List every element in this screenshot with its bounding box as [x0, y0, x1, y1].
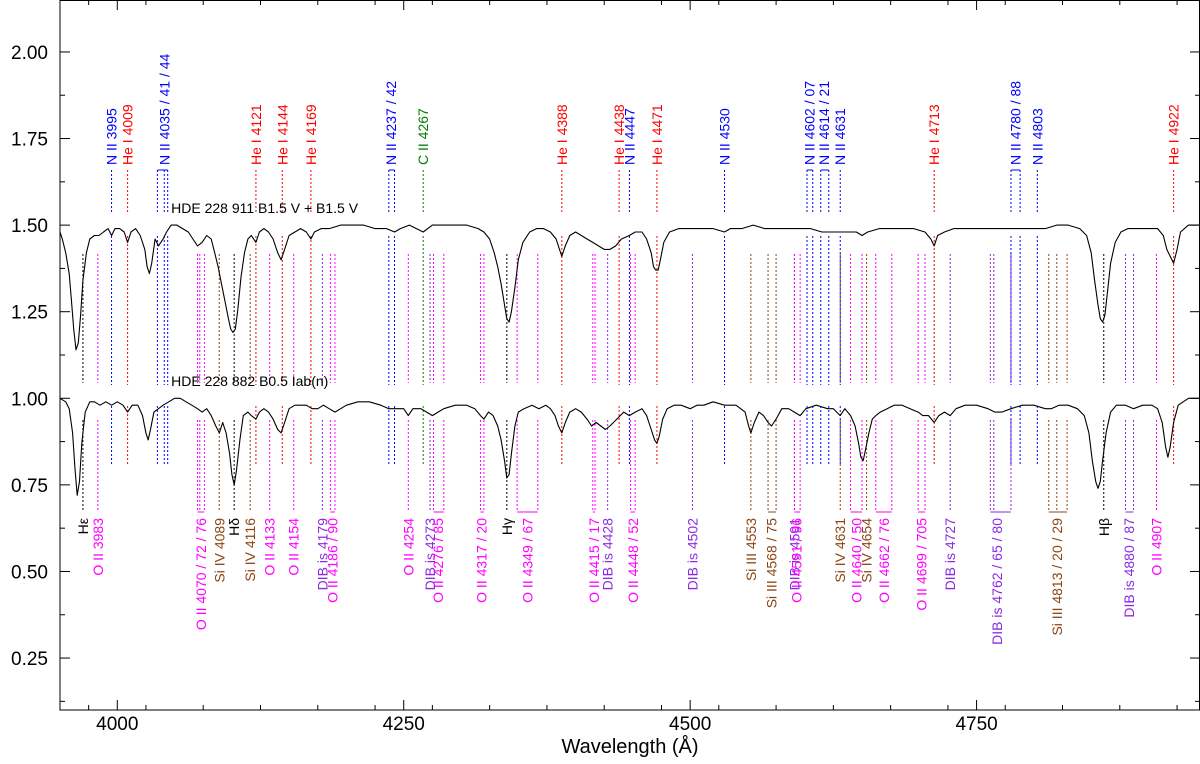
- top-line-label-6: N II 4237 / 42: [383, 81, 399, 165]
- top-line-label-7: C II 4267: [415, 108, 431, 165]
- bottom-line-label-2: O II 4070 / 72 / 76: [193, 518, 209, 630]
- bottom-line-label-22: DIB is 4591: [786, 518, 802, 591]
- bottom-line-label-1: O II 3983: [90, 518, 106, 576]
- bottom-line-label-9: O II 4186 / 90: [325, 518, 341, 603]
- x-axis-title: Wavelength (Å): [561, 735, 698, 758]
- y-tick-label-3: 1.00: [11, 389, 48, 410]
- y-tick-label-1: 0.50: [11, 562, 48, 583]
- y-tick-label-7: 2.00: [11, 43, 48, 64]
- bottom-line-id-18: [630, 254, 636, 513]
- bottom-line-label-30: DIB is 4762 / 65 / 80: [989, 518, 1005, 645]
- bottom-line-label-18: O II 4448 / 52: [625, 518, 641, 603]
- y-tick-label-5: 1.50: [11, 216, 48, 237]
- top-line-label-19: He I 4922: [1166, 104, 1182, 165]
- spectra-layer: [59, 224, 1200, 496]
- bottom-line-label-26: Si IV 4654: [859, 518, 875, 583]
- top-line-label-15: N II 4631: [832, 108, 848, 165]
- top-line-label-0: N II 3995: [104, 108, 120, 165]
- bottom-line-label-8: DIB is 4179: [314, 518, 330, 591]
- spectrum-label-1: HDE 228 882 B0.5 Iab(n): [171, 373, 328, 389]
- bottom-line-label-4: Hδ: [226, 518, 242, 536]
- top-line-label-1: He I 4009: [120, 104, 136, 165]
- top-line-label-2: N II 4035 / 41 / 44: [156, 53, 172, 165]
- top-line-label-16: He I 4713: [926, 104, 942, 165]
- bottom-line-id-28: [917, 254, 926, 513]
- bottom-line-label-23: O II 4591 / 96: [789, 518, 805, 603]
- top-line-label-4: He I 4144: [274, 104, 290, 165]
- bottom-line-label-16: O II 4415 / 17: [586, 518, 602, 603]
- bottom-line-label-17: DIB is 4428: [600, 518, 616, 591]
- bottom-line-label-11: DIB is 4273: [422, 518, 438, 591]
- top-line-label-14: N II 4614 / 21: [816, 81, 832, 165]
- bottom-line-label-31: Si III 4813 / 20 / 29: [1049, 518, 1065, 636]
- bottom-line-label-33: DIB is 4880 / 87: [1121, 518, 1137, 618]
- bottom-line-id-15: [516, 254, 539, 513]
- top-line-label-18: N II 4803: [1029, 108, 1045, 165]
- y-tick-label-6: 1.75: [11, 130, 48, 151]
- bottom-line-label-27: O II 4662 / 76: [876, 518, 892, 603]
- y-tick-label-2: 0.75: [11, 476, 48, 497]
- bottom-line-label-25: O II 4640 / 50: [848, 518, 864, 603]
- bottom-line-id-25: [850, 254, 863, 513]
- bottom-line-label-0: Hε: [75, 518, 91, 534]
- bottom-line-id-12: [433, 254, 445, 513]
- bottom-line-label-32: Hβ: [1096, 518, 1112, 536]
- x-tick-label-1: 4250: [383, 714, 425, 735]
- bottom-line-label-13: O II 4317 / 20: [474, 518, 490, 603]
- top-line-label-17: N II 4780 / 88: [1008, 81, 1024, 165]
- bottom-line-id-13: [479, 254, 485, 513]
- bottom-line-label-10: O II 4254: [400, 518, 416, 576]
- bottom-line-label-3: Si IV 4089: [211, 518, 227, 583]
- top-line-label-12: N II 4530: [717, 108, 733, 165]
- bottom-line-label-20: Si III 4553: [743, 518, 759, 581]
- spectrum-line-0: [59, 224, 1200, 351]
- bottom-line-label-14: Hγ: [499, 518, 515, 535]
- bottom-line-id-30: [989, 254, 1012, 513]
- top-line-id-2: [156, 169, 169, 465]
- top-line-id-17: [1010, 169, 1021, 465]
- bottom-line-label-7: O II 4154: [286, 518, 302, 576]
- top-line-label-11: He I 4471: [649, 104, 665, 165]
- bottom-line-label-5: Si IV 4116: [242, 518, 258, 582]
- bottom-line-id-21: [767, 254, 777, 513]
- axes-layer: 0.25 0.50 0.75 1.00 1.25 1.50 1.75 2.00 4000 4250…: [11, 0, 1200, 735]
- x-tick-label-2: 4500: [669, 714, 711, 735]
- bottom-line-label-34: O II 4907: [1148, 518, 1164, 576]
- spectrum-line-1: [59, 397, 1200, 496]
- spectrum-label-0: HDE 228 911 B1.5 V + B1.5 V: [171, 200, 359, 216]
- bottom-line-label-21: Si III 4568 / 75: [763, 518, 779, 608]
- line-markers-layer: [82, 169, 1175, 513]
- bottom-line-label-15: O II 4349 / 67: [519, 518, 535, 603]
- top-line-label-9: He I 4438: [611, 104, 627, 165]
- bottom-line-label-6: O II 4133: [262, 518, 278, 576]
- top-line-label-5: He I 4169: [303, 104, 319, 165]
- bottom-line-label-19: DIB is 4502: [684, 518, 700, 591]
- y-tick-label-4: 1.25: [11, 303, 48, 324]
- top-line-id-13: [806, 169, 814, 465]
- bottom-line-id-27: [875, 254, 893, 513]
- bottom-line-label-28: O II 4699 / 705: [914, 518, 930, 611]
- line-labels-layer: N II 3995 He I 4009 N II 4035 / 41 / 44 He …: [75, 53, 1182, 644]
- top-line-id-14: [820, 169, 830, 465]
- bottom-line-id-9: [329, 254, 336, 513]
- bottom-line-id-16: [592, 254, 596, 513]
- x-tick-label-0: 4000: [96, 714, 138, 735]
- top-line-label-8: He I 4388: [554, 104, 570, 165]
- top-line-label-3: He I 4121: [248, 104, 264, 165]
- bottom-line-id-2: [196, 254, 205, 513]
- bottom-line-id-23: [793, 254, 801, 513]
- y-tick-label-0: 0.25: [11, 649, 48, 670]
- top-line-label-10: N II 4447: [621, 108, 637, 165]
- top-line-id-6: [388, 169, 396, 465]
- bottom-line-label-24: Si IV 4631: [832, 518, 848, 583]
- bottom-line-id-33: [1125, 254, 1135, 513]
- top-line-label-13: N II 4602 / 07: [801, 81, 817, 165]
- x-tick-label-3: 4750: [955, 714, 997, 735]
- bottom-line-label-29: DIB is 4727: [942, 518, 958, 591]
- bottom-line-id-31: [1048, 254, 1068, 513]
- bottom-line-label-12: O II 4276 / 85: [430, 518, 446, 603]
